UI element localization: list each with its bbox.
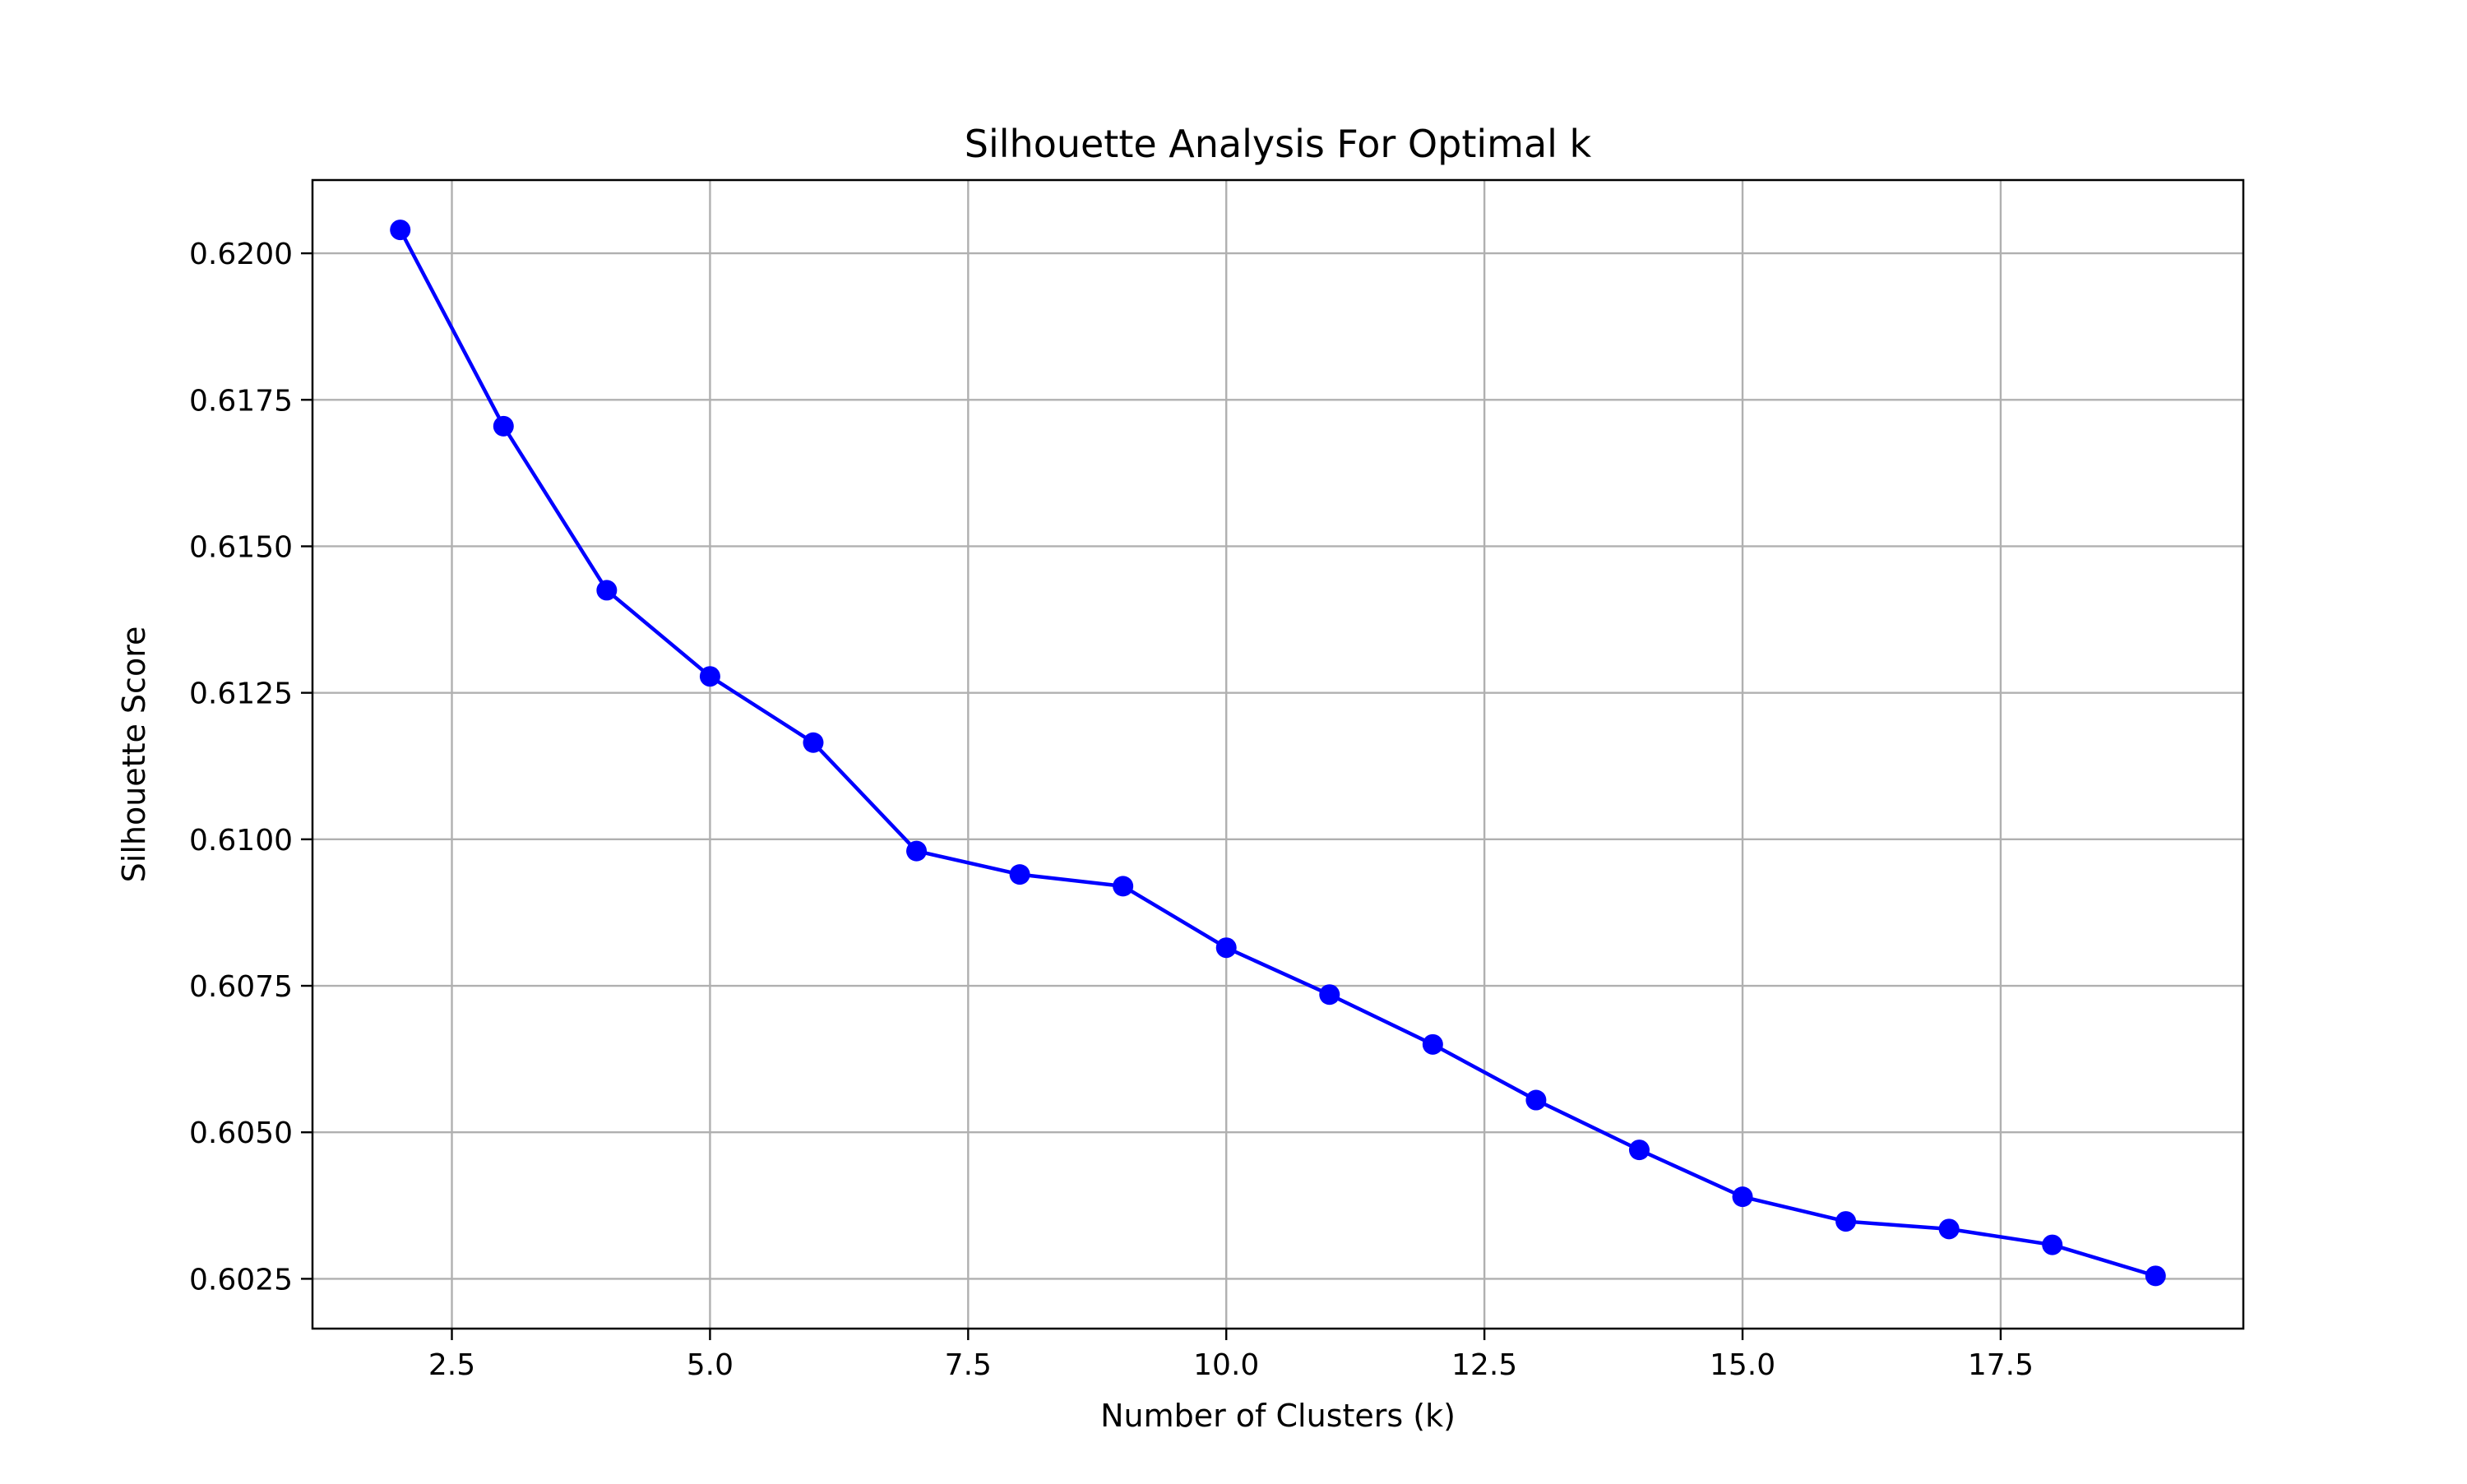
y-tick-label: 0.6100	[189, 824, 293, 858]
y-tick-label: 0.6175	[189, 384, 293, 418]
data-point	[1009, 864, 1030, 885]
x-tick-label: 17.5	[1968, 1348, 2034, 1382]
x-tick-label: 10.0	[1193, 1348, 1259, 1382]
data-point	[1319, 984, 1340, 1006]
data-point	[1525, 1089, 1547, 1111]
data-point	[1628, 1140, 1650, 1161]
plot-frame	[311, 178, 2245, 1330]
data-point	[1732, 1186, 1753, 1208]
data-point	[2042, 1234, 2063, 1255]
x-tick-label: 2.5	[428, 1348, 475, 1382]
y-axis-ticks: 0.6025 0.6050 0.6075 0.6100 0.6125 0.6150 0.61…	[189, 238, 312, 1297]
x-tick-label: 15.0	[1710, 1348, 1775, 1382]
x-tick-label: 7.5	[945, 1348, 992, 1382]
y-tick-label: 0.6050	[189, 1116, 293, 1150]
x-axis-ticks: 2.5 5.0 7.5 10.0 12.5 15.0 17.5	[428, 1329, 2034, 1382]
y-tick-label: 0.6075	[189, 970, 293, 1004]
data-point	[390, 220, 411, 241]
y-tick-label: 0.6025	[189, 1263, 293, 1297]
series-layer	[390, 220, 2166, 1287]
data-point	[699, 666, 720, 687]
data-point	[2145, 1265, 2166, 1287]
data-point	[1422, 1033, 1443, 1055]
data-point	[803, 732, 824, 753]
data-point	[1835, 1211, 1857, 1232]
y-tick-label: 0.6150	[189, 530, 293, 564]
y-axis-label: Silhouette Score	[116, 626, 152, 883]
data-point	[596, 580, 618, 601]
grid	[312, 180, 2243, 1329]
x-axis-label: Number of Clusters (k)	[1100, 1398, 1456, 1434]
x-tick-label: 12.5	[1451, 1348, 1517, 1382]
series-line	[398, 229, 2156, 1278]
data-point	[493, 415, 514, 437]
data-point	[1938, 1218, 1960, 1240]
x-tick-label: 5.0	[687, 1348, 734, 1382]
chart-title: Silhouette Analysis For Optimal k	[965, 122, 1592, 166]
y-tick-label: 0.6125	[189, 677, 293, 711]
data-point	[906, 840, 928, 862]
y-tick-label: 0.6200	[189, 238, 293, 271]
data-point	[1215, 937, 1237, 959]
data-point	[1113, 876, 1134, 897]
